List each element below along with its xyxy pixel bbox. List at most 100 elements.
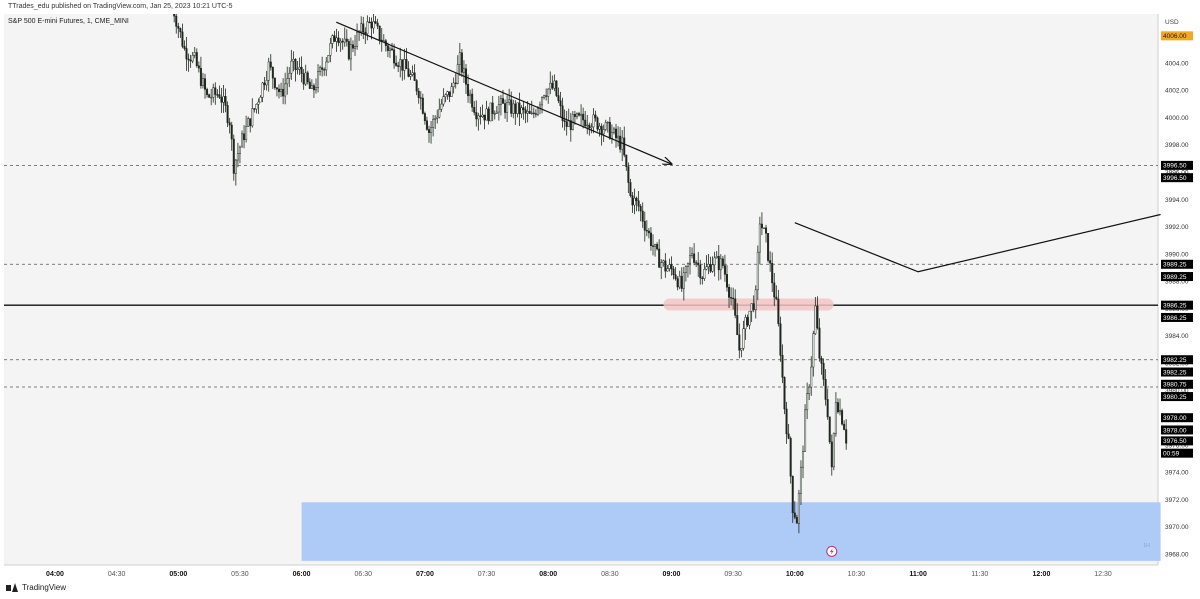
candle <box>395 62 398 66</box>
price-tag-label: 3982.25 <box>1163 357 1187 364</box>
candle <box>795 517 798 524</box>
tradingview-logo-icon <box>6 583 18 592</box>
candle <box>699 264 702 279</box>
tradingview-logo[interactable]: TradingView <box>6 583 66 592</box>
candle <box>647 230 650 234</box>
candle <box>760 223 763 229</box>
price-tag-bg <box>1161 31 1193 41</box>
candle <box>836 402 839 413</box>
candle <box>241 133 244 148</box>
candle <box>841 410 844 425</box>
candle <box>832 433 835 468</box>
candle <box>695 262 698 264</box>
candle <box>820 357 823 364</box>
candle <box>575 113 578 117</box>
candle <box>232 138 235 174</box>
candle <box>175 15 178 27</box>
candle <box>302 73 305 85</box>
price-axis <box>1158 14 1200 565</box>
candle <box>401 59 404 71</box>
candle <box>327 55 330 63</box>
candle <box>179 28 182 33</box>
candle <box>249 118 252 127</box>
candle <box>300 66 303 74</box>
candle <box>271 67 274 79</box>
price-tag-label: 3989.25 <box>1163 262 1187 269</box>
candle <box>606 121 609 124</box>
candle <box>347 41 350 60</box>
candle <box>204 78 207 90</box>
candle <box>339 40 342 44</box>
candle <box>769 260 772 264</box>
candle <box>600 125 603 135</box>
price-tag-bg <box>1161 436 1193 446</box>
candle <box>411 72 414 75</box>
candle <box>707 263 710 267</box>
candle <box>723 265 726 275</box>
candle <box>553 80 556 89</box>
candle <box>329 43 332 56</box>
candle <box>649 232 652 247</box>
candle <box>612 128 615 133</box>
candle <box>654 243 657 247</box>
candle <box>479 115 482 117</box>
candle <box>247 118 250 127</box>
candle <box>746 317 749 326</box>
candle <box>234 159 237 174</box>
candle <box>725 274 728 288</box>
candle <box>643 221 646 231</box>
x-tick-label: 12:30 <box>1094 571 1112 578</box>
y-tick-label: 3988.00 <box>1165 279 1189 286</box>
candle <box>331 35 334 44</box>
price-tag-label: 3996.50 <box>1163 175 1187 182</box>
candle <box>335 37 338 42</box>
candle <box>789 438 792 477</box>
price-tag-label: 4006.00 <box>1163 33 1187 40</box>
candle <box>547 88 550 97</box>
y-tick-label: 3990.00 <box>1165 251 1189 258</box>
candle <box>261 82 264 98</box>
candle <box>263 82 266 86</box>
x-tick-label: 08:30 <box>601 571 619 578</box>
candle <box>434 117 437 120</box>
candle <box>608 121 611 139</box>
candle <box>590 126 593 129</box>
candle <box>629 182 632 196</box>
candle <box>386 45 389 51</box>
candle <box>269 61 272 68</box>
candle <box>436 116 439 119</box>
candle <box>197 65 200 69</box>
candle <box>364 31 367 35</box>
candle <box>208 94 211 98</box>
candle <box>298 66 301 70</box>
candle <box>376 22 379 27</box>
y-tick-label: 3976.00 <box>1165 442 1189 449</box>
candle <box>824 379 827 400</box>
candle <box>754 289 757 310</box>
candle <box>218 94 221 98</box>
candle <box>304 72 307 85</box>
x-tick-label: 10:30 <box>848 571 866 578</box>
price-tag-bg <box>1161 259 1193 269</box>
candle <box>280 88 283 93</box>
price-tag-bg <box>1161 160 1193 170</box>
candle <box>368 21 371 23</box>
candle <box>308 81 311 89</box>
price-tag-label: 3980.75 <box>1163 382 1187 389</box>
candle <box>627 166 630 183</box>
plot-area <box>4 14 1158 565</box>
candle <box>489 102 492 122</box>
candle <box>294 58 297 70</box>
candle <box>810 366 813 388</box>
candle <box>674 274 677 280</box>
lightning-icon <box>829 548 834 555</box>
candle <box>487 108 490 122</box>
candle <box>767 233 770 261</box>
candle <box>797 492 800 524</box>
candle <box>473 107 476 113</box>
candle <box>573 114 576 117</box>
candle <box>532 112 535 114</box>
candle <box>660 262 663 268</box>
candle <box>189 59 192 62</box>
